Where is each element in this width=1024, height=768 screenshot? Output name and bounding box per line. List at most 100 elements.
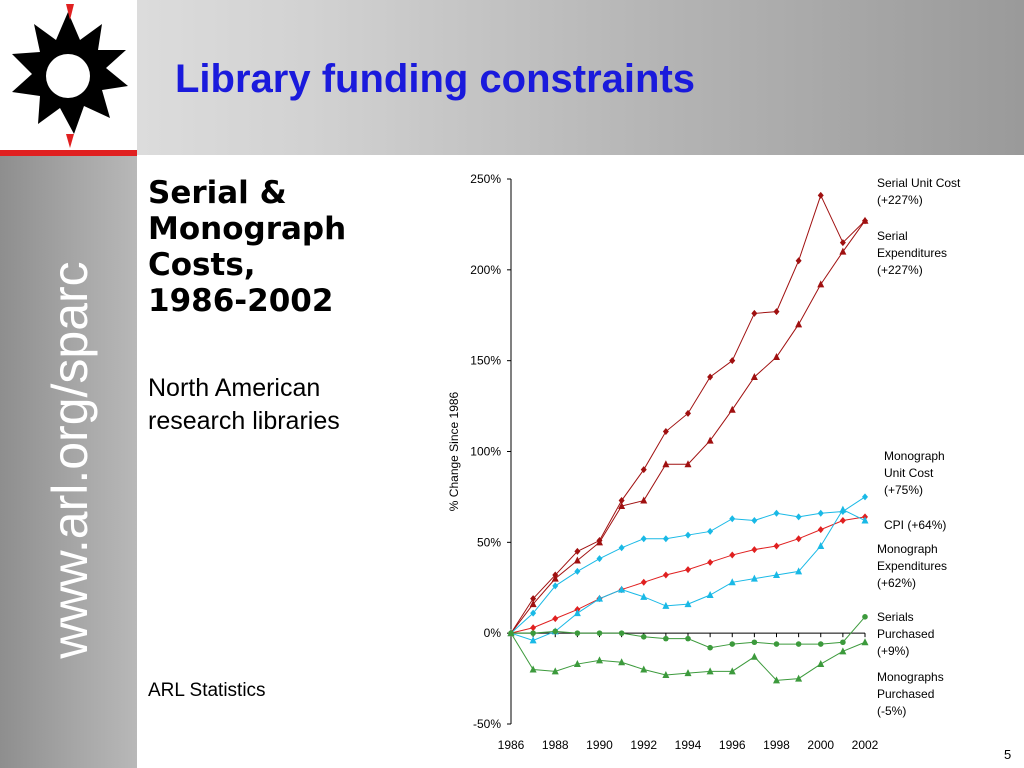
series-annotation: Purchased: [877, 687, 934, 701]
data-point: [685, 409, 691, 417]
slide-title: Library funding constraints: [175, 57, 696, 101]
data-point: [574, 567, 581, 575]
x-tick-label: 1998: [763, 738, 790, 752]
data-point: [839, 647, 847, 655]
series-annotation: Monographs: [877, 670, 944, 684]
data-point: [773, 676, 780, 684]
data-point: [507, 629, 515, 637]
series-annotation: (+75%): [884, 483, 923, 497]
data-point: [795, 674, 803, 682]
data-point: [728, 667, 736, 675]
data-point: [685, 566, 691, 574]
data-point: [795, 535, 802, 543]
data-point: [662, 460, 670, 468]
data-point: [530, 609, 537, 617]
data-point: [750, 652, 758, 660]
series-line: [511, 616, 866, 649]
subtitle-line: Monograph: [148, 211, 347, 247]
data-point: [817, 280, 825, 288]
data-point: [817, 191, 824, 199]
data-point: [529, 665, 537, 673]
logo-area: [0, 0, 137, 150]
x-tick-label: 1992: [630, 738, 657, 752]
data-point: [707, 644, 713, 651]
series-annotation: (+9%): [877, 644, 909, 658]
data-point: [552, 615, 559, 623]
data-point: [795, 567, 803, 575]
x-tick-label: 2000: [807, 738, 834, 752]
data-point: [596, 555, 603, 563]
series-annotation: Serials: [877, 610, 914, 624]
data-point: [551, 574, 559, 582]
page-number: 5: [1004, 747, 1012, 762]
series-annotation: (+227%): [877, 263, 923, 277]
data-point: [551, 667, 559, 675]
data-point: [640, 496, 648, 504]
data-point: [618, 502, 626, 509]
data-point: [750, 574, 758, 582]
data-point: [751, 639, 758, 646]
data-point: [861, 638, 869, 646]
data-point: [618, 585, 626, 593]
series-annotation: Serial: [877, 229, 908, 243]
y-tick-label: 50%: [477, 535, 501, 549]
data-point: [750, 373, 758, 381]
chart-subtitle: Serial & Monograph Costs, 1986-2002: [148, 175, 428, 319]
data-point: [862, 614, 868, 620]
data-point: [618, 497, 625, 505]
data-point: [862, 493, 868, 501]
header-band: Library funding constraints: [0, 0, 1024, 156]
data-point: [529, 636, 537, 644]
data-point: [795, 320, 803, 328]
data-point: [684, 669, 692, 677]
data-point: [751, 309, 758, 317]
chart-description: North American research libraries: [148, 372, 418, 438]
data-point: [773, 509, 780, 517]
data-point: [795, 513, 802, 521]
data-point: [529, 600, 537, 608]
subtitle-line: Serial &: [148, 175, 287, 211]
series-annotation: (+62%): [877, 576, 916, 590]
data-point: [706, 591, 714, 599]
subtitle-line: 1986-2002: [148, 283, 334, 319]
y-axis-title: % Change Since 1986: [447, 391, 461, 511]
data-point: [618, 630, 625, 636]
series-annotation: CPI (+64%): [884, 518, 946, 532]
data-point: [640, 634, 647, 640]
y-tick-label: 250%: [470, 172, 501, 186]
data-point: [662, 670, 670, 678]
data-point: [574, 630, 581, 636]
data-point: [817, 509, 824, 517]
series-annotation: Monograph: [884, 449, 945, 463]
data-point: [729, 515, 736, 523]
data-point: [640, 592, 648, 600]
data-point: [596, 594, 603, 602]
data-point: [684, 460, 692, 468]
data-point: [773, 641, 780, 647]
sidebar-band: [0, 156, 137, 768]
data-point: [596, 538, 603, 546]
data-point: [707, 558, 714, 566]
data-point: [773, 542, 780, 550]
y-tick-label: 100%: [470, 445, 501, 459]
data-point: [840, 639, 846, 646]
x-tick-label: 1994: [675, 738, 702, 752]
header-red-rule: [0, 150, 137, 156]
sidebar-url: www.arl.org/sparc: [42, 261, 98, 659]
data-point: [573, 660, 581, 668]
data-point: [839, 517, 846, 525]
data-point: [817, 541, 825, 549]
x-tick-label: 1988: [542, 738, 569, 752]
data-point: [663, 635, 669, 642]
y-tick-label: 150%: [470, 354, 501, 368]
data-point: [839, 505, 847, 513]
series-annotation: (-5%): [877, 704, 906, 718]
data-point: [662, 601, 670, 609]
data-point: [618, 544, 625, 552]
data-point: [684, 600, 692, 608]
data-point: [707, 527, 714, 535]
data-point: [685, 635, 691, 642]
data-point: [773, 308, 780, 316]
series-annotation: Expenditures: [877, 559, 947, 573]
data-point: [729, 357, 736, 365]
